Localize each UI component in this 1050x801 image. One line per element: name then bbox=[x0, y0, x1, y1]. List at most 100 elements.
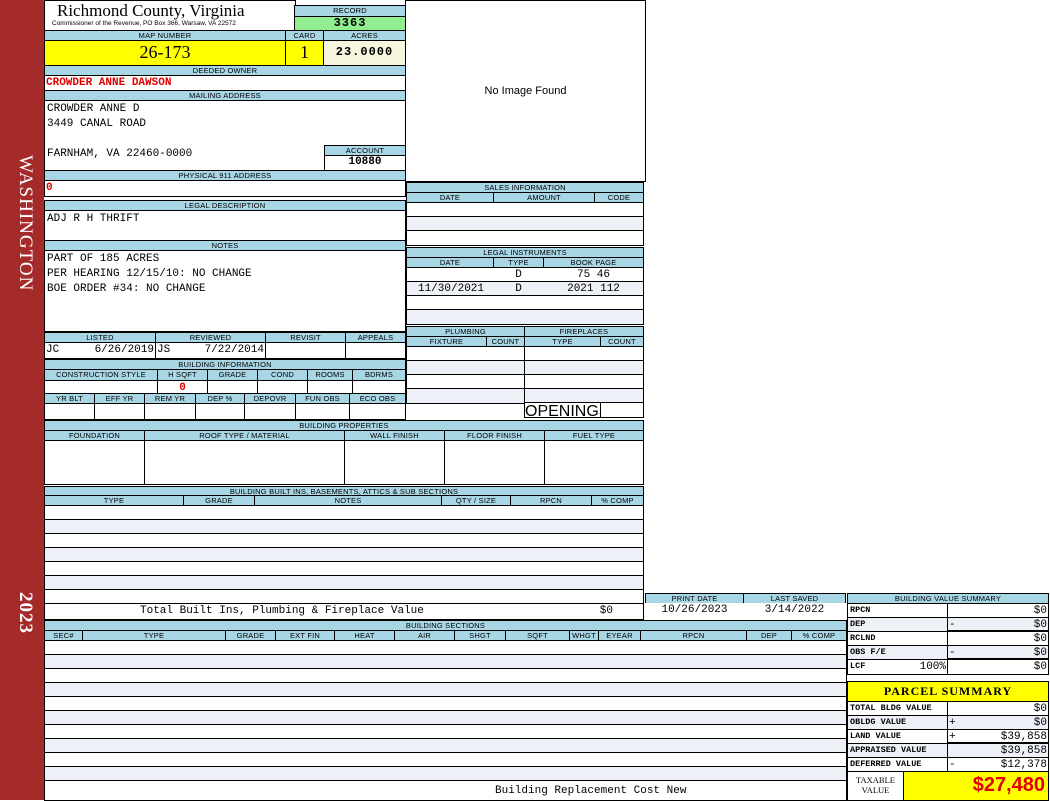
taxable-value: $27,480 bbox=[903, 771, 1049, 801]
lcf-percent: 100% bbox=[919, 661, 946, 673]
mailing-line bbox=[47, 132, 318, 148]
value-summary-value: $0 bbox=[1033, 633, 1047, 645]
building-info-value bbox=[257, 380, 308, 394]
building-info-value bbox=[349, 403, 406, 420]
value-summary-sign bbox=[949, 660, 970, 674]
instrument-row bbox=[406, 309, 644, 325]
building-info-value bbox=[94, 403, 145, 420]
taxable-value-label: TAXABLE VALUE bbox=[847, 771, 904, 801]
print-date: 10/26/2023 bbox=[645, 603, 744, 620]
value-summary-sign bbox=[949, 632, 970, 646]
building-info-value bbox=[44, 380, 158, 394]
hsqft-value: 0 bbox=[179, 382, 186, 394]
sales-row bbox=[406, 230, 644, 246]
card-number: 1 bbox=[285, 40, 324, 66]
building-info-value bbox=[307, 380, 353, 394]
county-subtitle: Commissioner of the Revenue, PO Box 366,… bbox=[52, 20, 236, 27]
properties-cell bbox=[344, 440, 445, 485]
county-title: Richmond County, Virginia bbox=[57, 2, 245, 20]
parcel-sign: - bbox=[949, 759, 956, 771]
building-info-value bbox=[44, 403, 95, 420]
parcel-sign bbox=[949, 744, 970, 758]
header-block bbox=[44, 0, 296, 32]
value-summary-value: $0 bbox=[1033, 619, 1047, 631]
properties-cell bbox=[44, 440, 145, 485]
built-ins-total-value: $0 bbox=[599, 605, 613, 617]
legal-description-value: ADJ R H THRIFT bbox=[47, 213, 140, 225]
value-summary-value: $0 bbox=[1033, 605, 1047, 617]
deeded-owner-name: CROWDER ANNE DAWSON bbox=[46, 77, 172, 89]
parcel-label-text: APPRAISED VALUE bbox=[850, 745, 927, 755]
openings-label: OPENINGS bbox=[524, 402, 601, 418]
parcel-sign: + bbox=[949, 731, 956, 743]
instrument-bookpage: 75 46 bbox=[576, 269, 610, 281]
parcel-value: $39,858 bbox=[1000, 731, 1047, 743]
reviewed-date: 7/22/2014 bbox=[204, 344, 264, 356]
revisit-cell bbox=[265, 342, 346, 359]
tax-year: 2023 bbox=[15, 592, 36, 634]
parcel-label-text: OBLDG VALUE bbox=[850, 717, 907, 727]
district-name: WASHINGTON bbox=[15, 155, 36, 292]
property-image-placeholder: No Image Found bbox=[405, 0, 646, 182]
appeals-cell bbox=[345, 342, 406, 359]
building-info-value bbox=[144, 403, 196, 420]
notes-box bbox=[44, 250, 406, 332]
value-summary-label-text: LCF bbox=[850, 661, 866, 671]
building-info-value bbox=[207, 380, 258, 394]
listed-by: JC bbox=[46, 344, 60, 356]
replacement-cost-label: Building Replacement Cost New bbox=[495, 785, 687, 797]
building-info-value bbox=[295, 403, 350, 420]
value-summary-sign: - bbox=[949, 619, 956, 631]
parcel-sign: + bbox=[949, 717, 956, 729]
physical-address-value: 0 bbox=[46, 182, 53, 194]
notes-line: PART OF 185 ACRES bbox=[47, 253, 160, 265]
parcel-label-text: TOTAL BLDG VALUE bbox=[850, 703, 932, 713]
building-info-value bbox=[195, 403, 245, 420]
properties-cell bbox=[444, 440, 545, 485]
parcel-label-text: LAND VALUE bbox=[850, 731, 902, 741]
value-summary-label-text: RPCN bbox=[850, 605, 871, 615]
notes-line: BOE ORDER #34: NO CHANGE bbox=[47, 283, 206, 295]
parcel-sign bbox=[949, 702, 970, 716]
physical-address-box bbox=[44, 180, 406, 197]
instrument-date bbox=[408, 268, 494, 282]
parcel-value: $39,858 bbox=[1000, 745, 1047, 757]
properties-cell bbox=[144, 440, 345, 485]
map-number: 26-173 bbox=[44, 40, 286, 66]
record-value: 3363 bbox=[294, 16, 406, 32]
parcel-value: $0 bbox=[1033, 703, 1047, 715]
openings-value bbox=[600, 402, 644, 418]
mailing-line: 3449 CANAL ROAD bbox=[47, 118, 147, 130]
acres-value: 23.0000 bbox=[323, 40, 406, 66]
value-summary-label-text: RCLND bbox=[850, 633, 876, 643]
instrument-type: D bbox=[515, 283, 522, 295]
building-info-value bbox=[352, 380, 406, 394]
value-summary-sign bbox=[949, 604, 970, 618]
value-summary-label-text: DEP bbox=[850, 619, 866, 629]
built-ins-total bbox=[44, 603, 644, 620]
parcel-value: $0 bbox=[1033, 717, 1047, 729]
value-summary-sign: - bbox=[949, 647, 956, 659]
value-summary-value: $0 bbox=[1033, 647, 1047, 659]
listed-date: 6/26/2019 bbox=[94, 344, 154, 356]
value-summary-value: $0 bbox=[1033, 661, 1047, 673]
mailing-line: CROWDER ANNE D bbox=[47, 103, 140, 115]
plumbing-row bbox=[406, 388, 525, 404]
instrument-bookpage: 2021 112 bbox=[567, 283, 620, 295]
value-summary-label-text: OBS F/E bbox=[850, 647, 886, 657]
properties-cell bbox=[544, 440, 644, 485]
last-saved-date: 3/14/2022 bbox=[743, 603, 846, 620]
mailing-line: FARNHAM, VA 22460-0000 bbox=[47, 148, 193, 160]
district-sidebar: WASHINGTON 2023 bbox=[0, 0, 44, 800]
instrument-date: 11/30/2021 bbox=[417, 283, 484, 295]
reviewed-by: JS bbox=[157, 344, 171, 356]
building-info-value bbox=[244, 403, 296, 420]
parcel-label-text: DEFERRED VALUE bbox=[850, 759, 922, 769]
parcel-value: $12,378 bbox=[1000, 759, 1047, 771]
built-ins-total-label: Total Built Ins, Plumbing & Fireplace Va… bbox=[140, 605, 424, 617]
notes-line: PER HEARING 12/15/10: NO CHANGE bbox=[47, 268, 252, 280]
parcel-summary-title: PARCEL SUMMARY bbox=[847, 681, 1049, 703]
instrument-type: D bbox=[515, 269, 522, 281]
value-summary-value-cell bbox=[947, 659, 1049, 675]
legal-description-box bbox=[44, 210, 406, 242]
